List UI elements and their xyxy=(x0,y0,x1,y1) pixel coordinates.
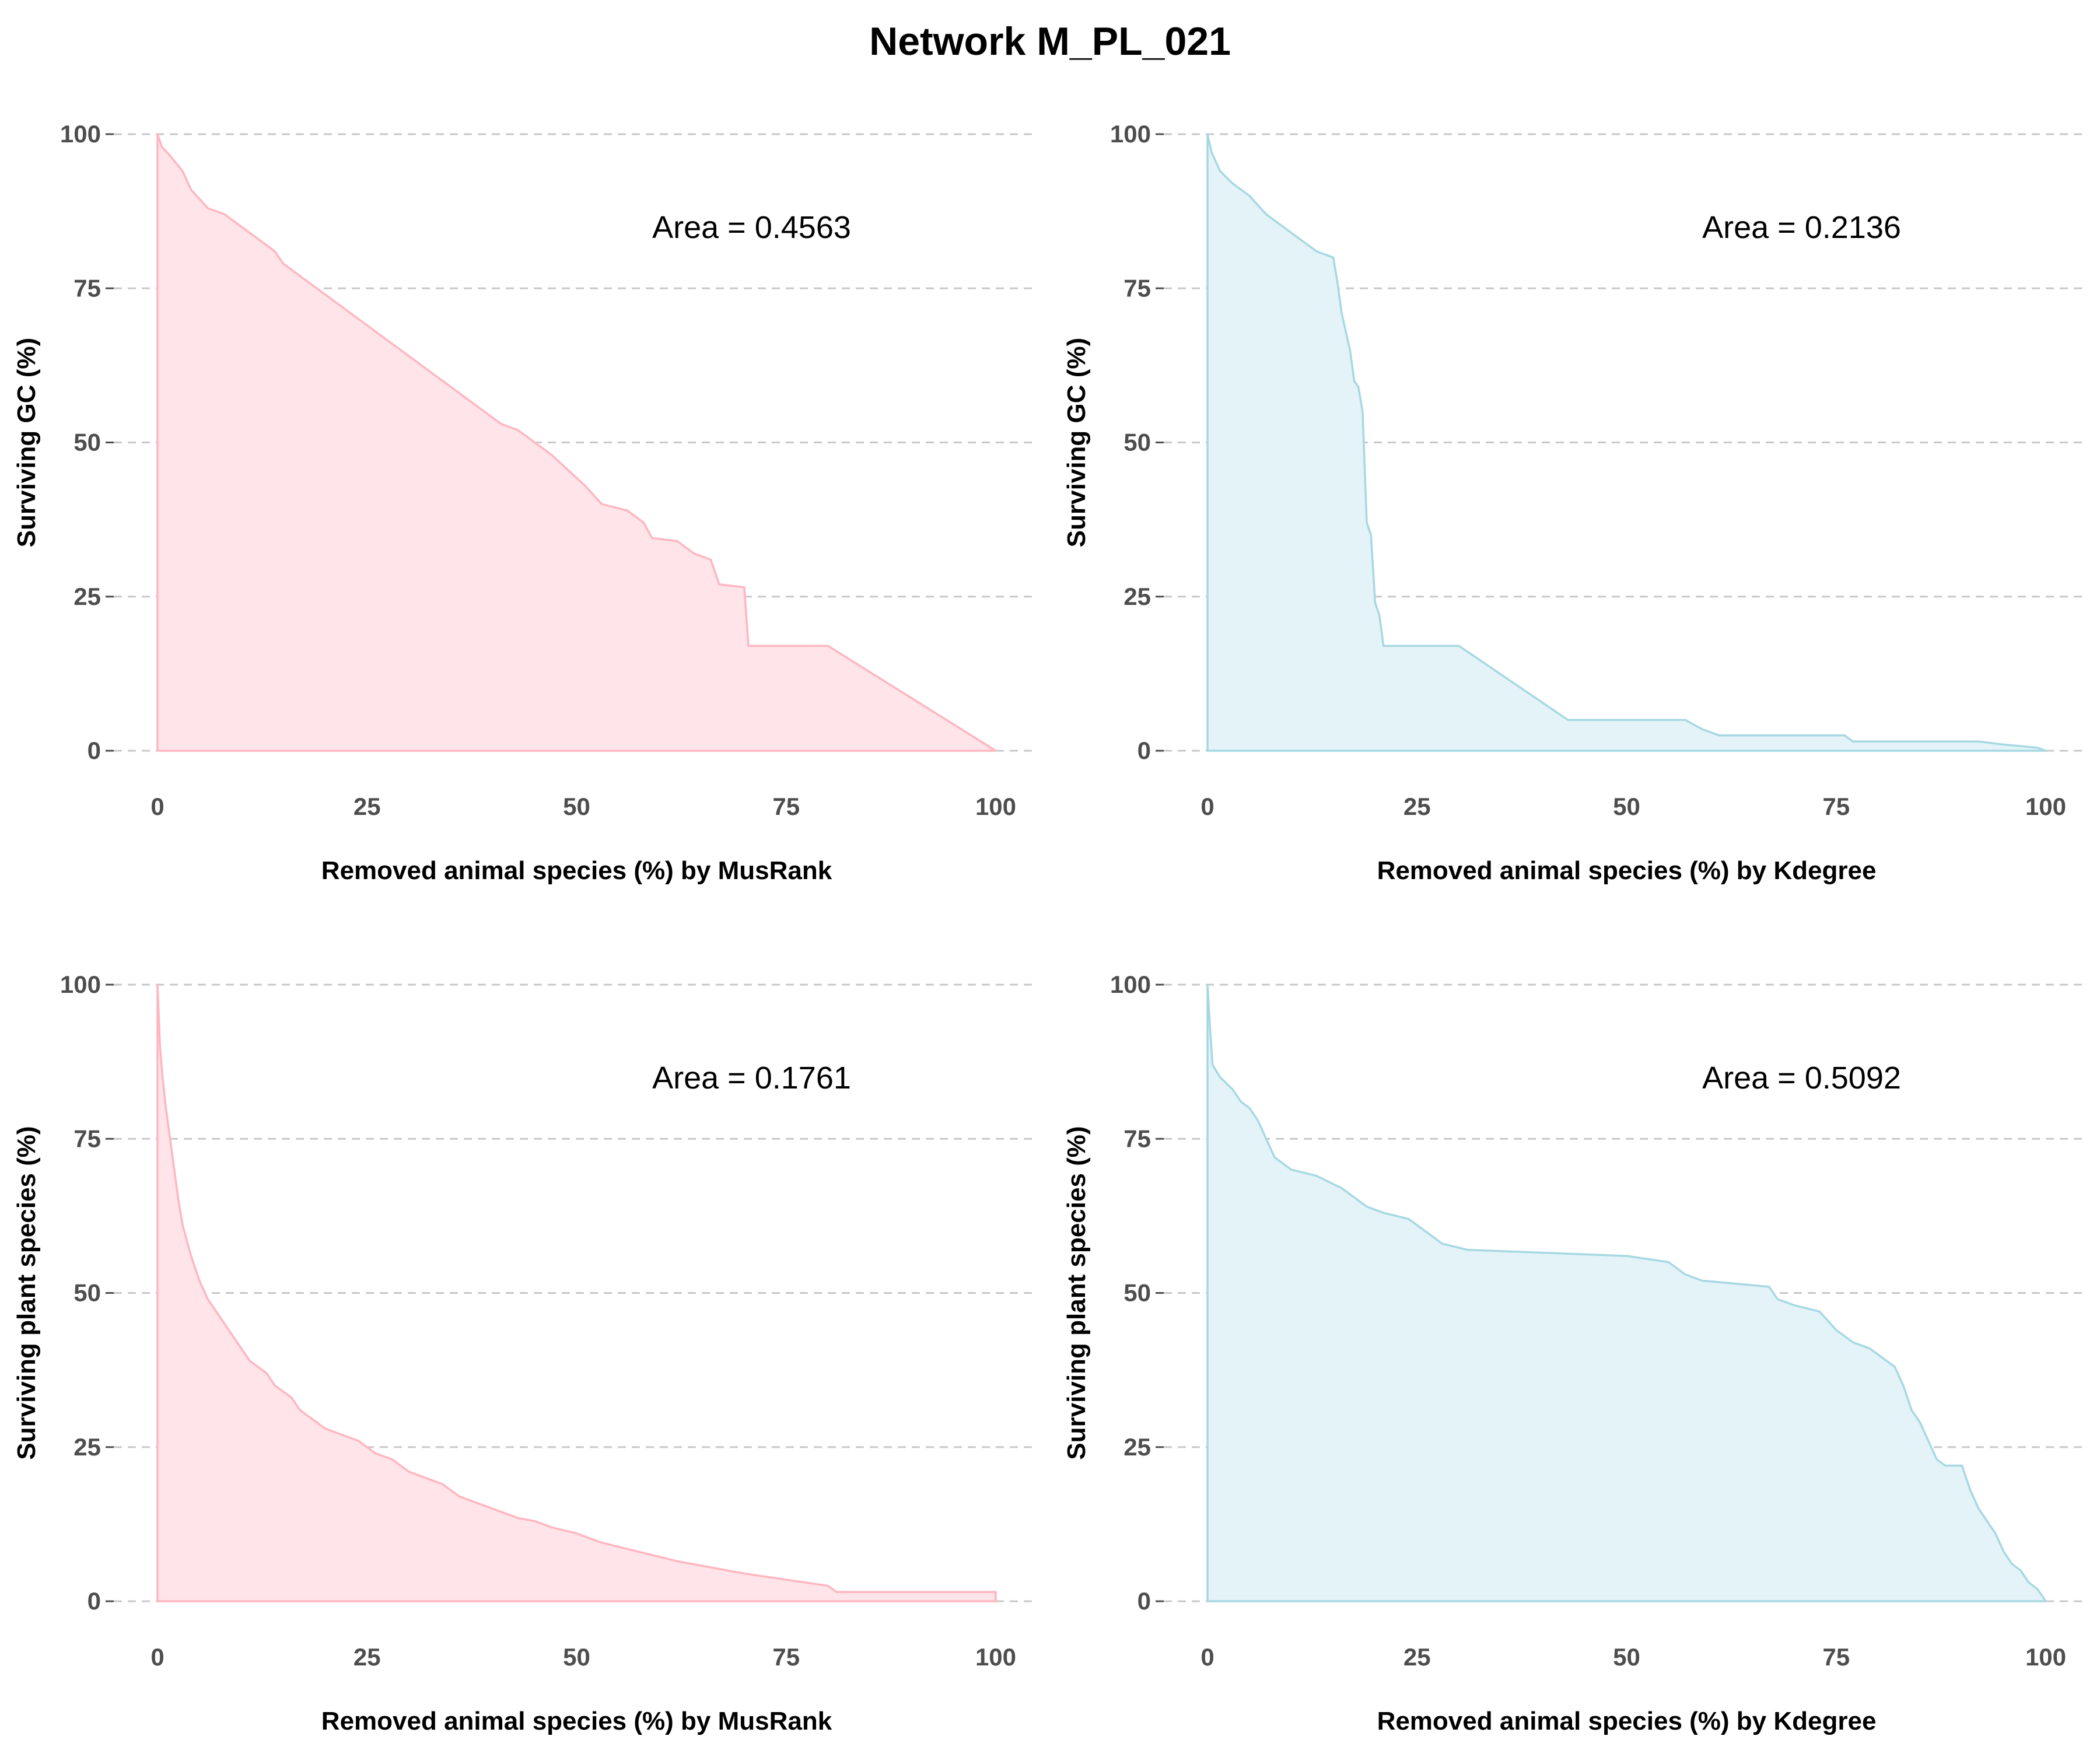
y-tick-label: 25 xyxy=(74,1433,101,1461)
y-tick-label: 0 xyxy=(1138,737,1151,764)
figure-title: Network M_PL_021 xyxy=(869,19,1231,64)
survival-area-fill xyxy=(158,134,996,751)
x-tick-label: 25 xyxy=(354,793,381,820)
x-tick-label: 50 xyxy=(563,1643,590,1671)
y-tick-label: 100 xyxy=(60,971,101,998)
y-tick-label: 0 xyxy=(88,737,101,764)
x-tick-label: 50 xyxy=(1613,793,1640,820)
survival-curve xyxy=(1206,133,2047,752)
x-tick-label: 25 xyxy=(354,1643,381,1671)
x-axis-label: Removed animal species (%) by Kdegree xyxy=(1377,1707,1877,1735)
x-tick-label: 25 xyxy=(1404,1643,1431,1671)
y-axis-label: Surviving GC (%) xyxy=(1062,338,1091,547)
y-tick-label: 0 xyxy=(1138,1587,1151,1615)
x-tick-label: 0 xyxy=(1200,793,1214,820)
x-tick-label: 75 xyxy=(1822,793,1850,820)
y-tick-label: 25 xyxy=(1124,1433,1151,1461)
area-annotation: Area = 0.5092 xyxy=(1702,1060,1901,1096)
y-tick-label: 75 xyxy=(1124,1125,1151,1152)
area-annotation: Area = 0.1761 xyxy=(652,1060,851,1096)
y-tick-label: 25 xyxy=(74,583,101,610)
x-tick-label: 100 xyxy=(975,793,1016,820)
y-tick-label: 100 xyxy=(1110,120,1151,148)
x-tick-label: 50 xyxy=(1613,1643,1640,1671)
x-tick-label: 0 xyxy=(150,793,164,820)
y-axis-label: Surviving GC (%) xyxy=(12,338,41,547)
area-annotation: Area = 0.2136 xyxy=(1702,210,1901,245)
y-tick-label: 50 xyxy=(74,429,101,456)
y-tick-label: 75 xyxy=(74,1125,101,1152)
y-tick-label: 25 xyxy=(1124,583,1151,610)
x-tick-label: 75 xyxy=(772,793,800,820)
y-axis-label: Surviving plant species (%) xyxy=(1062,1126,1091,1460)
x-tick-label: 100 xyxy=(2025,1643,2066,1671)
x-tick-label: 0 xyxy=(1200,1643,1214,1671)
panel-1: 0 25 50 75 100 0 25 50 75 100 Area = 0.4563 Removed… xyxy=(12,120,1035,885)
area-annotation: Area = 0.4563 xyxy=(652,210,851,245)
x-tick-label: 50 xyxy=(563,793,590,820)
y-axis-label: Surviving plant species (%) xyxy=(12,1126,41,1460)
y-tick-label: 100 xyxy=(60,120,101,148)
x-axis-label: Removed animal species (%) by MusRank xyxy=(321,856,832,885)
y-tick-label: 75 xyxy=(1124,274,1151,302)
y-tick-label: 50 xyxy=(1124,429,1151,456)
y-tick-label: 50 xyxy=(1124,1279,1151,1307)
x-tick-label: 75 xyxy=(772,1643,800,1671)
x-tick-label: 75 xyxy=(1822,1643,1850,1671)
panel-3: 0 25 50 75 100 0 25 50 75 100 Area = 0.1761 Removed… xyxy=(12,971,1035,1735)
y-tick-label: 50 xyxy=(74,1279,101,1307)
x-axis-label: Removed animal species (%) by MusRank xyxy=(321,1707,832,1735)
x-axis-label: Removed animal species (%) by Kdegree xyxy=(1377,856,1877,885)
y-tick-label: 75 xyxy=(74,274,101,302)
x-tick-label: 100 xyxy=(975,1643,1016,1671)
y-tick-label: 0 xyxy=(88,1587,101,1615)
survival-area-fill xyxy=(1208,985,2046,1601)
x-tick-label: 0 xyxy=(150,1643,164,1671)
survival-curve xyxy=(156,133,997,752)
panel-4: 0 25 50 75 100 0 25 50 75 100 Area = 0.5092 Removed… xyxy=(1062,971,2085,1735)
survival-curve xyxy=(1206,984,2047,1602)
survival-area-fill xyxy=(1208,134,2046,751)
survival-curve xyxy=(156,984,997,1602)
panel-2: 0 25 50 75 100 0 25 50 75 100 Area = 0.2136 Removed… xyxy=(1062,120,2085,885)
x-tick-label: 100 xyxy=(2025,793,2066,820)
x-tick-label: 25 xyxy=(1404,793,1431,820)
y-tick-label: 100 xyxy=(1110,971,1151,998)
